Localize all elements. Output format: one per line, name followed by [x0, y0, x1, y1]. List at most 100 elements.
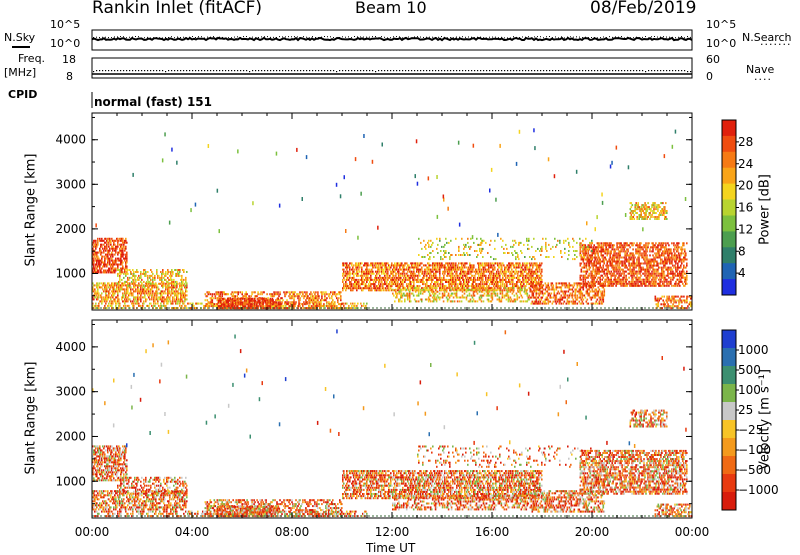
power-cell: [112, 300, 114, 302]
power-cell: [523, 281, 525, 283]
power-cell: [532, 286, 534, 288]
power-cell: [511, 269, 513, 271]
power-cell: [455, 277, 457, 279]
power-cell: [95, 242, 97, 244]
nave-point: [408, 70, 409, 71]
power-cell: [266, 298, 268, 300]
nsearch-point: [339, 37, 340, 38]
power-cell: [131, 277, 133, 279]
power-cell: [417, 267, 419, 269]
power-cell: [126, 298, 128, 300]
power-cell: [117, 238, 119, 240]
power-cell: [529, 267, 531, 269]
power-cell: [108, 271, 110, 273]
nave-point: [243, 70, 244, 71]
nsearch-point: [183, 37, 184, 38]
power-cell: [157, 292, 159, 294]
power-cell: [407, 297, 409, 299]
power-cell: [97, 288, 99, 290]
power-cell: [240, 298, 242, 300]
power-cell: [98, 270, 100, 272]
power-cell: [99, 282, 101, 284]
power-cell: [223, 291, 225, 293]
power-cell: [173, 296, 175, 298]
power-cell: [171, 290, 173, 292]
power-cell: [304, 291, 306, 293]
power-cell: [232, 305, 234, 307]
power-cell: [380, 264, 382, 266]
power-cell: [114, 284, 116, 286]
power-cell: [97, 256, 99, 258]
nsearch-point: [330, 36, 331, 37]
power-cell: [153, 298, 155, 300]
power-cell: [362, 289, 364, 291]
power-cell: [131, 273, 133, 275]
nave-point: [174, 70, 175, 71]
power-cell: [158, 275, 160, 277]
power-cell: [105, 242, 107, 244]
power-cell: [174, 290, 176, 292]
nave-point: [531, 70, 532, 71]
nsearch-point: [198, 36, 199, 37]
power-cell: [455, 264, 457, 266]
nave-point: [567, 70, 568, 71]
nave-point: [450, 70, 451, 71]
nsearch-point: [666, 37, 667, 38]
nave-point: [546, 70, 547, 71]
power-cell: [112, 250, 114, 252]
power-cell: [485, 277, 487, 279]
power-cell: [346, 283, 348, 285]
power-cell: [299, 297, 301, 299]
power-cell: [117, 292, 119, 294]
power-cell: [567, 295, 569, 297]
power-cell: [298, 301, 300, 303]
power-cell: [323, 291, 325, 293]
power-cell: [98, 294, 100, 296]
power-cell: [536, 295, 538, 297]
power-cell: [224, 302, 226, 304]
power-cell: [406, 273, 408, 275]
power-cell: [455, 267, 457, 269]
power-cell: [154, 294, 156, 296]
power-cell: [539, 284, 541, 286]
power-cell: [367, 262, 369, 264]
power-cell: [464, 273, 466, 275]
nave-point: [543, 70, 544, 71]
power-cell: [314, 303, 316, 305]
power-cell: [135, 288, 137, 290]
power-cell: [514, 267, 516, 269]
power-cell: [112, 268, 114, 270]
nave-point: [597, 70, 598, 71]
nave-point: [624, 70, 625, 71]
power-cell: [291, 297, 293, 299]
power-cell: [93, 290, 95, 292]
power-cell: [472, 269, 474, 271]
power-cell: [406, 277, 408, 279]
power-cell: [575, 301, 577, 303]
power-cell: [181, 288, 183, 290]
power-cell: [531, 269, 533, 271]
power-cell: [553, 284, 555, 286]
nsearch-point: [195, 37, 196, 38]
power-cell: [449, 281, 451, 283]
power-cell: [447, 287, 449, 289]
power-cell: [165, 283, 167, 285]
power-cell: [561, 295, 563, 297]
power-cell: [342, 289, 344, 291]
power-cell: [198, 303, 200, 305]
power-cell: [114, 271, 116, 273]
power-cell: [161, 277, 163, 279]
power-cell: [417, 262, 419, 264]
nave-point: [507, 70, 508, 71]
power-cell: [260, 302, 262, 304]
power-cell: [552, 282, 554, 284]
power-cell: [454, 275, 456, 277]
nave-point: [267, 70, 268, 71]
power-cell: [111, 238, 113, 240]
power-cell: [452, 273, 454, 275]
power-cell: [121, 285, 123, 287]
power-cell: [480, 281, 482, 283]
nsearch-point: [588, 37, 589, 38]
power-cell: [345, 275, 347, 277]
power-cell: [466, 299, 468, 301]
